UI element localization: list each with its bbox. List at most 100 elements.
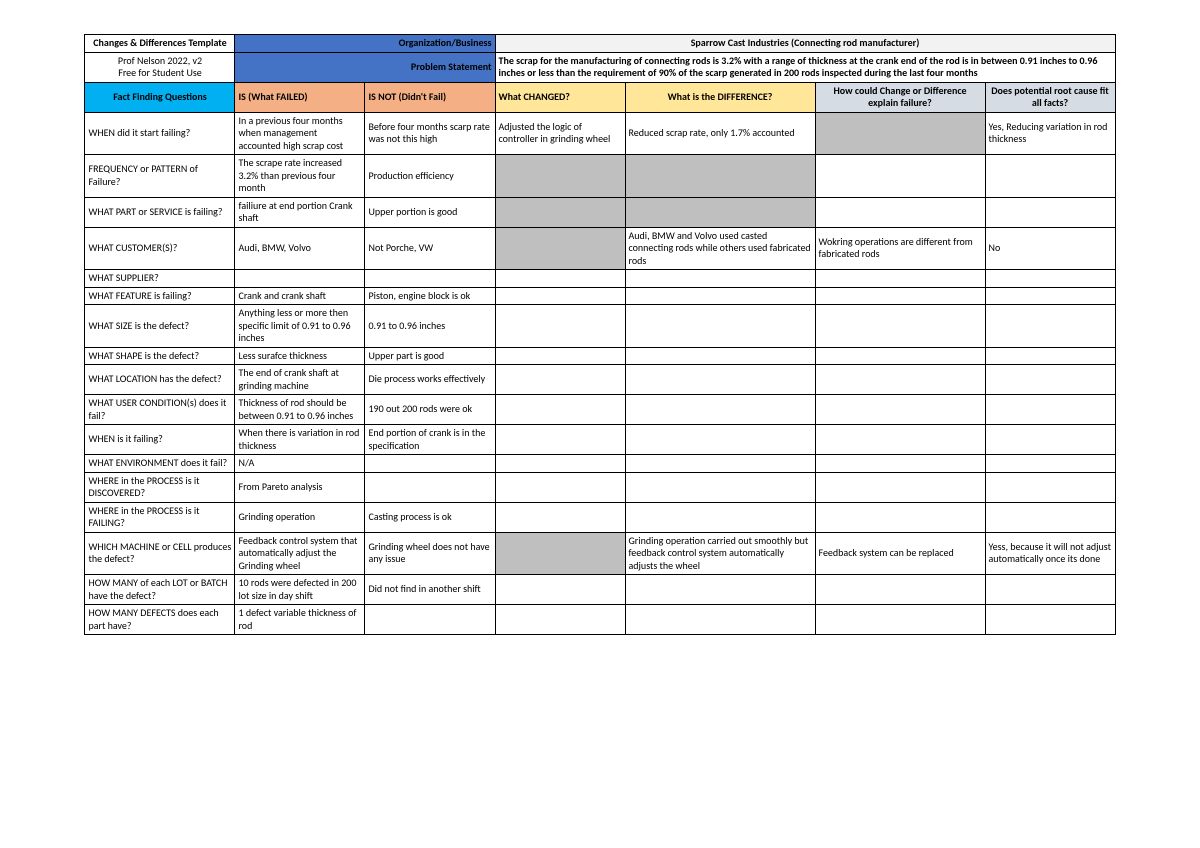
question-cell: WHAT USER CONDITION(s) does it fail?: [85, 395, 235, 425]
changed-cell: [495, 395, 625, 425]
fit-cell: [985, 365, 1115, 395]
title-row: Changes & Differences Template Organizat…: [85, 35, 1115, 53]
diff-cell: [625, 395, 815, 425]
org-value: Sparrow Cast Industries (Connecting rod …: [495, 35, 1115, 53]
explain-cell: [815, 575, 985, 605]
explain-cell: [815, 287, 985, 305]
fit-cell: [985, 287, 1115, 305]
explain-cell: [815, 395, 985, 425]
isnot-cell: Upper part is good: [365, 347, 495, 365]
isnot-cell: Not Porche, VW: [365, 227, 495, 270]
table-row: WHERE in the PROCESS is it FAILING?Grind…: [85, 502, 1115, 532]
is-cell: In a previous four months when managemen…: [235, 112, 365, 155]
explain-cell: [815, 605, 985, 635]
diff-cell: Audi, BMW and Volvo used casted connecti…: [625, 227, 815, 270]
is-cell: 10 rods were defected in 200 lot size in…: [235, 575, 365, 605]
is-cell: Less surafce thickness: [235, 347, 365, 365]
explain-cell: [815, 305, 985, 348]
question-cell: WHAT SHAPE is the defect?: [85, 347, 235, 365]
table-row: WHICH MACHINE or CELL produces the defec…: [85, 532, 1115, 575]
subtitle2: Free for Student Use: [118, 66, 202, 79]
is-cell: Crank and crank shaft: [235, 287, 365, 305]
title-text: Changes & Differences Template: [93, 36, 226, 49]
hdr-explain: How could Change or Difference explain f…: [815, 82, 985, 112]
table-row: WHAT SUPPLIER?: [85, 270, 1115, 288]
diff-cell: [625, 455, 815, 473]
question-cell: FREQUENCY or PATTERN of Failure?: [85, 155, 235, 198]
fit-cell: [985, 270, 1115, 288]
table-row: WHAT SHAPE is the defect?Less surafce th…: [85, 347, 1115, 365]
org-label: Organization/Business: [235, 35, 495, 53]
is-cell: Grinding operation: [235, 502, 365, 532]
explain-cell: [815, 112, 985, 155]
isnot-cell: 0.91 to 0.96 inches: [365, 305, 495, 348]
question-cell: WHAT ENVIRONMENT does it fail?: [85, 455, 235, 473]
question-cell: WHAT LOCATION has the defect?: [85, 365, 235, 395]
explain-cell: [815, 197, 985, 227]
diff-cell: [625, 197, 815, 227]
changed-cell: [495, 270, 625, 288]
is-cell: N/A: [235, 455, 365, 473]
fit-cell: [985, 425, 1115, 455]
column-header-row: Fact Finding Questions IS (What FAILED) …: [85, 82, 1115, 112]
table-row: HOW MANY DEFECTS does each part have?1 d…: [85, 605, 1115, 635]
isnot-cell: Did not find in another shift: [365, 575, 495, 605]
explain-cell: [815, 347, 985, 365]
diff-cell: [625, 270, 815, 288]
hdr-changed: What CHANGED?: [495, 82, 625, 112]
diff-cell: [625, 305, 815, 348]
changes-differences-table: Changes & Differences Template Organizat…: [84, 34, 1115, 635]
isnot-cell: Piston, engine block is ok: [365, 287, 495, 305]
changed-cell: [495, 347, 625, 365]
changed-cell: [495, 365, 625, 395]
question-cell: HOW MANY of each LOT or BATCH have the d…: [85, 575, 235, 605]
changed-cell: [495, 287, 625, 305]
isnot-cell: [365, 270, 495, 288]
changed-cell: [495, 502, 625, 532]
table-row: WHAT LOCATION has the defect?The end of …: [85, 365, 1115, 395]
fit-cell: [985, 575, 1115, 605]
table-row: WHAT FEATURE is failing?Crank and crank …: [85, 287, 1115, 305]
fit-cell: [985, 605, 1115, 635]
is-cell: Audi, BMW, Volvo: [235, 227, 365, 270]
changed-cell: [495, 575, 625, 605]
isnot-cell: Upper portion is good: [365, 197, 495, 227]
diff-cell: Reduced scrap rate, only 1.7% accounted: [625, 112, 815, 155]
table-row: FREQUENCY or PATTERN of Failure?The scra…: [85, 155, 1115, 198]
fit-cell: [985, 197, 1115, 227]
changed-cell: [495, 605, 625, 635]
is-cell: Thickness of rod should be between 0.91 …: [235, 395, 365, 425]
question-cell: WHEN is it failing?: [85, 425, 235, 455]
template-subtitle: Prof Nelson 2022, v2 Free for Student Us…: [85, 52, 235, 82]
is-cell: Feedback control system that automatical…: [235, 532, 365, 575]
question-cell: WHAT SUPPLIER?: [85, 270, 235, 288]
table-row: WHAT PART or SERVICE is failing?failiure…: [85, 197, 1115, 227]
question-cell: WHAT FEATURE is failing?: [85, 287, 235, 305]
table-row: WHERE in the PROCESS is it DISCOVERED?Fr…: [85, 472, 1115, 502]
explain-cell: Feedback system can be replaced: [815, 532, 985, 575]
isnot-cell: Production efficiency: [365, 155, 495, 198]
changed-cell: [495, 472, 625, 502]
question-cell: HOW MANY DEFECTS does each part have?: [85, 605, 235, 635]
fit-cell: [985, 305, 1115, 348]
hdr-questions: Fact Finding Questions: [85, 82, 235, 112]
diff-cell: [625, 575, 815, 605]
isnot-cell: Casting process is ok: [365, 502, 495, 532]
isnot-cell: [365, 455, 495, 473]
isnot-cell: Before four months scarp rate was not th…: [365, 112, 495, 155]
diff-cell: [625, 155, 815, 198]
fit-cell: [985, 155, 1115, 198]
changed-cell: [495, 425, 625, 455]
diff-cell: Grinding operation carried out smoothly …: [625, 532, 815, 575]
diff-cell: [625, 287, 815, 305]
question-cell: WHAT CUSTOMER(S)?: [85, 227, 235, 270]
diff-cell: [625, 472, 815, 502]
fit-cell: [985, 502, 1115, 532]
is-cell: When there is variation in rod thickness: [235, 425, 365, 455]
diff-cell: [625, 605, 815, 635]
stmt-label: Problem Statement: [235, 52, 495, 82]
changed-cell: [495, 532, 625, 575]
subtitle1: Prof Nelson 2022, v2: [118, 54, 202, 67]
question-cell: WHICH MACHINE or CELL produces the defec…: [85, 532, 235, 575]
explain-cell: Wokring operations are different from fa…: [815, 227, 985, 270]
